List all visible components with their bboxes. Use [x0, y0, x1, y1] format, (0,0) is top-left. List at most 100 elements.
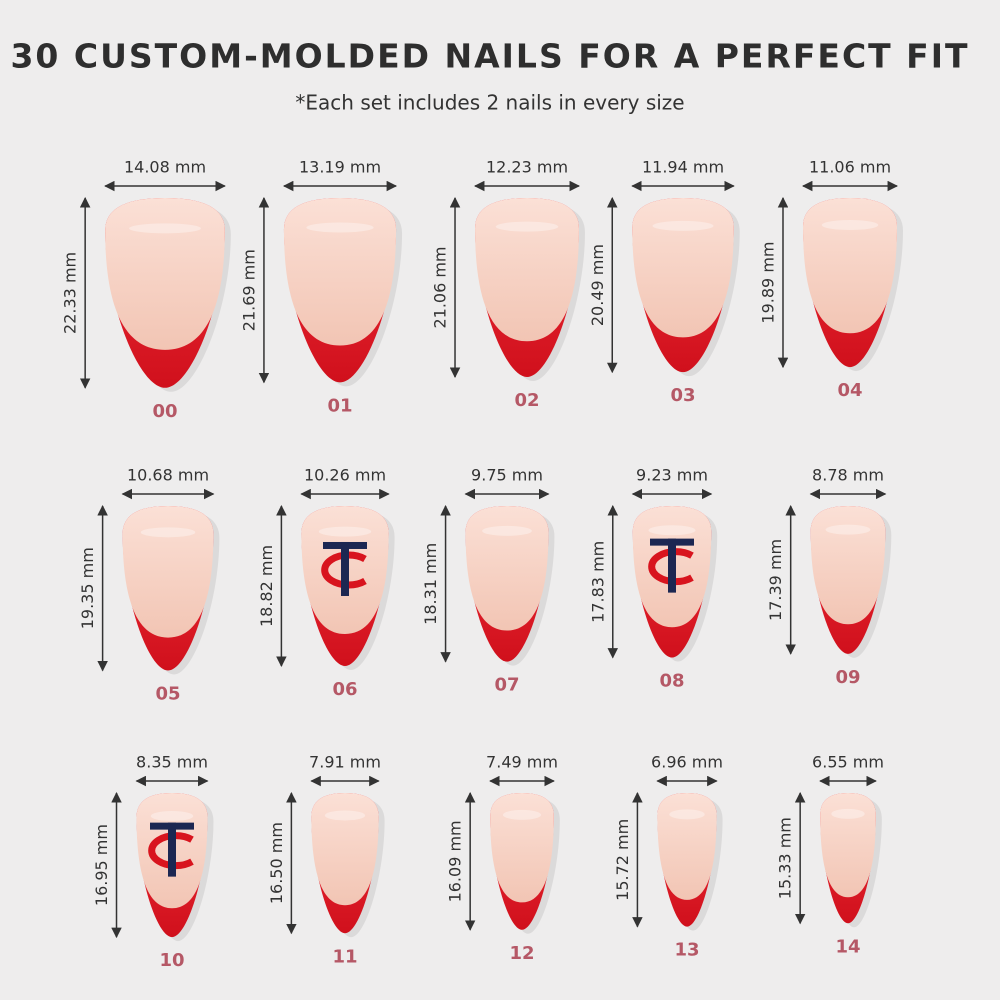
height-label: 15.33 mm — [776, 817, 795, 899]
height-label: 22.33 mm — [61, 252, 80, 334]
logo-c — [648, 548, 694, 586]
size-label: 07 — [494, 675, 519, 696]
height-label: 21.06 mm — [431, 246, 450, 328]
nail-item: 12.23 mm 21.06 mm 02 — [431, 158, 585, 411]
nail-shine — [652, 220, 714, 231]
nail-body — [802, 198, 898, 334]
nail-body — [490, 793, 554, 903]
nail-item: 10.68 mm 19.35 mm 05 — [78, 466, 220, 704]
team-logo — [321, 541, 367, 596]
size-label: 13 — [674, 940, 699, 961]
nail-grid: 14.08 mm 22.33 mm 00 13.19 mm 21.69 mm 01 12.2… — [61, 158, 904, 971]
logo-t-stem — [168, 822, 176, 877]
size-label: 12 — [509, 943, 534, 964]
nail-item: 14.08 mm 22.33 mm 00 — [61, 158, 231, 422]
nail-shine — [482, 525, 532, 536]
nail-item: 7.91 mm 16.50 mm 11 — [267, 753, 385, 967]
nail-body — [475, 198, 579, 342]
height-label: 19.89 mm — [758, 242, 777, 324]
height-label: 19.35 mm — [78, 547, 97, 629]
width-label: 14.08 mm — [124, 158, 206, 177]
height-label: 17.83 mm — [588, 541, 607, 623]
width-label: 8.35 mm — [136, 753, 208, 772]
size-label: 03 — [670, 385, 695, 406]
nail-shine — [140, 527, 196, 538]
height-label: 15.72 mm — [613, 819, 632, 901]
nail-body — [311, 793, 379, 906]
width-label: 7.91 mm — [309, 753, 381, 772]
nail-shine — [318, 526, 372, 537]
size-label: 05 — [155, 683, 180, 704]
width-label: 11.94 mm — [642, 158, 724, 177]
nail-body — [122, 506, 214, 638]
nail-body — [283, 198, 397, 346]
size-label: 08 — [659, 671, 684, 692]
height-label: 18.82 mm — [257, 545, 276, 627]
nail-item: 9.75 mm 18.31 mm 07 — [421, 466, 555, 696]
size-label: 10 — [159, 950, 184, 971]
nail-shine — [150, 811, 194, 822]
nail-item: 11.94 mm 20.49 mm 03 — [588, 158, 740, 406]
height-label: 18.31 mm — [421, 543, 440, 625]
nail-body — [810, 506, 886, 625]
nail-item: 8.35 mm 16.95 mm 10 — [92, 753, 214, 971]
width-label: 11.06 mm — [809, 158, 891, 177]
nail-body — [105, 198, 225, 350]
nail-body — [465, 506, 549, 631]
nail-item: 10.26 mm 18.82 mm 06 — [257, 466, 395, 700]
subtitle: *Each set includes 2 nails in every size — [295, 91, 684, 115]
team-logo — [148, 822, 194, 877]
height-label: 17.39 mm — [766, 539, 785, 621]
width-label: 6.55 mm — [812, 753, 884, 772]
nail-shine — [324, 810, 366, 821]
nail-shine — [495, 221, 559, 232]
width-label: 9.75 mm — [471, 466, 543, 485]
logo-c — [321, 551, 367, 589]
nail-item: 6.55 mm 15.33 mm 14 — [776, 753, 884, 958]
nail-body — [632, 198, 734, 338]
logo-t-stem — [341, 541, 349, 596]
width-label: 6.96 mm — [651, 753, 723, 772]
nail-shine — [502, 809, 542, 820]
width-label: 8.78 mm — [812, 466, 884, 485]
nail-item: 9.23 mm 17.83 mm 08 — [588, 466, 718, 692]
size-label: 11 — [332, 946, 357, 967]
height-label: 16.95 mm — [92, 824, 111, 906]
nail-body — [820, 793, 876, 898]
nail-item: 11.06 mm 19.89 mm 04 — [758, 158, 904, 401]
size-label: 00 — [152, 401, 177, 422]
height-label: 21.69 mm — [239, 249, 258, 331]
size-label: 01 — [327, 395, 352, 416]
logo-t-stem — [668, 538, 676, 593]
nail-item: 7.49 mm 16.09 mm 12 — [446, 753, 560, 964]
nail-shine — [821, 220, 879, 231]
nail-shine — [306, 222, 374, 233]
size-label: 06 — [332, 679, 357, 700]
height-label: 16.50 mm — [267, 822, 286, 904]
height-label: 20.49 mm — [588, 244, 607, 326]
width-label: 10.26 mm — [304, 466, 386, 485]
nail-shine — [669, 809, 705, 820]
height-label: 16.09 mm — [446, 820, 465, 902]
nail-shine — [825, 524, 871, 535]
nail-shine — [831, 808, 865, 819]
logo-c — [148, 832, 194, 870]
nail-item: 8.78 mm 17.39 mm 09 — [766, 466, 892, 688]
size-label: 02 — [514, 390, 539, 411]
width-label: 10.68 mm — [127, 466, 209, 485]
nail-shine — [129, 223, 201, 234]
width-label: 12.23 mm — [486, 158, 568, 177]
nail-item: 13.19 mm 21.69 mm 01 — [239, 158, 403, 416]
width-label: 7.49 mm — [486, 753, 558, 772]
nail-body — [657, 793, 717, 900]
width-label: 13.19 mm — [299, 158, 381, 177]
size-label: 14 — [835, 936, 860, 957]
size-label: 04 — [837, 380, 862, 401]
nail-item: 6.96 mm 15.72 mm 13 — [613, 753, 723, 961]
size-label: 09 — [835, 667, 860, 688]
nail-shine — [648, 525, 696, 536]
width-label: 9.23 mm — [636, 466, 708, 485]
title: 30 CUSTOM-MOLDED NAILS FOR A PERFECT FIT — [10, 37, 969, 76]
team-logo — [648, 538, 694, 593]
